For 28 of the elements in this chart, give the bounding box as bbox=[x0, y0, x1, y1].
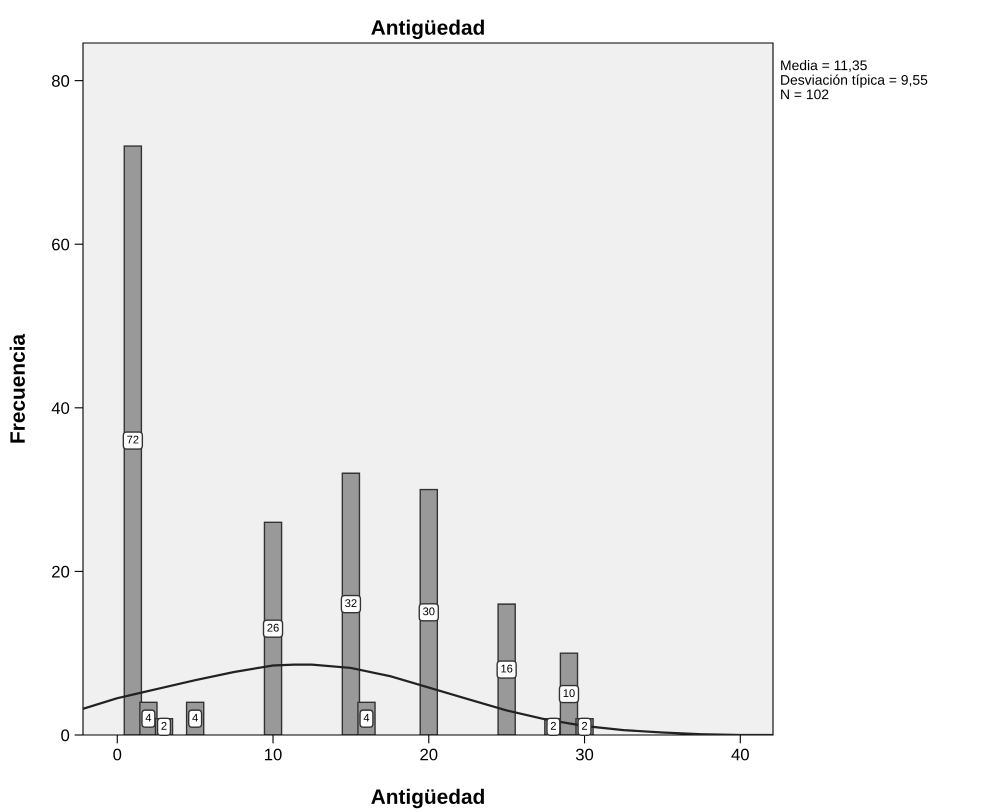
y-tick-label: 40 bbox=[52, 402, 70, 414]
y-tick-label: 20 bbox=[52, 566, 70, 578]
x-tick-label: 30 bbox=[576, 748, 594, 760]
data-label: 72 bbox=[127, 436, 138, 444]
x-tick-label: 40 bbox=[731, 748, 749, 760]
data-label: 4 bbox=[192, 714, 198, 722]
x-tick-label: 10 bbox=[265, 748, 282, 760]
data-label: 26 bbox=[267, 624, 279, 632]
data-label: 2 bbox=[161, 722, 167, 730]
y-axis-title: Frecuencia bbox=[10, 334, 25, 443]
x-axis-title: Antigüedad bbox=[371, 788, 484, 808]
y-tick-label: 0 bbox=[61, 729, 70, 742]
bar bbox=[420, 488, 438, 735]
data-label: 2 bbox=[582, 722, 588, 730]
bar bbox=[264, 522, 282, 735]
y-tick-label: 60 bbox=[52, 238, 70, 250]
data-label: 32 bbox=[345, 599, 357, 608]
data-label: 30 bbox=[423, 607, 435, 616]
data-label: 4 bbox=[364, 714, 370, 722]
text: Media = 11,35 Desviación típica = 9,55 N = 102 bbox=[781, 60, 928, 100]
data-label: 16 bbox=[501, 664, 512, 673]
x-tick-label: 0 bbox=[113, 748, 122, 760]
x-tick-label: 20 bbox=[420, 748, 438, 760]
data-label: 2 bbox=[550, 722, 556, 730]
data-label: 10 bbox=[564, 689, 575, 698]
chart-title: Antigüedad bbox=[371, 20, 484, 40]
data-label: 4 bbox=[146, 714, 152, 722]
y-tick-label: 80 bbox=[52, 75, 70, 87]
